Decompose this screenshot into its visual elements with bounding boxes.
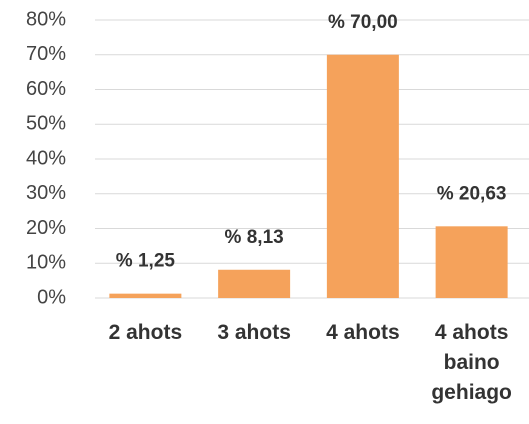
y-tick-label: 80% xyxy=(26,8,66,30)
y-tick-label: 40% xyxy=(26,147,66,169)
value-label: % 70,00 xyxy=(328,12,398,33)
bar xyxy=(109,293,182,298)
value-label: % 8,13 xyxy=(225,227,284,248)
y-tick-label: 0% xyxy=(37,286,66,308)
y-tick-label: 10% xyxy=(26,252,66,274)
y-tick-label: 60% xyxy=(26,78,66,100)
bar xyxy=(218,269,291,298)
y-tick-label: 20% xyxy=(26,217,66,239)
x-tick-label: 2 ahots xyxy=(108,321,183,344)
y-tick-label: 30% xyxy=(26,182,66,204)
bar xyxy=(326,54,399,298)
x-tick-label: 3 ahots xyxy=(217,321,291,344)
x-tick-label: 4 ahots baino gehiago xyxy=(431,321,512,404)
bar xyxy=(435,226,508,298)
y-tick-label: 70% xyxy=(26,43,66,65)
value-label: % 1,25 xyxy=(116,251,176,272)
value-label: % 20,63 xyxy=(437,183,507,204)
x-tick-label: 4 ahots xyxy=(326,321,400,344)
y-tick-label: 50% xyxy=(26,113,66,135)
